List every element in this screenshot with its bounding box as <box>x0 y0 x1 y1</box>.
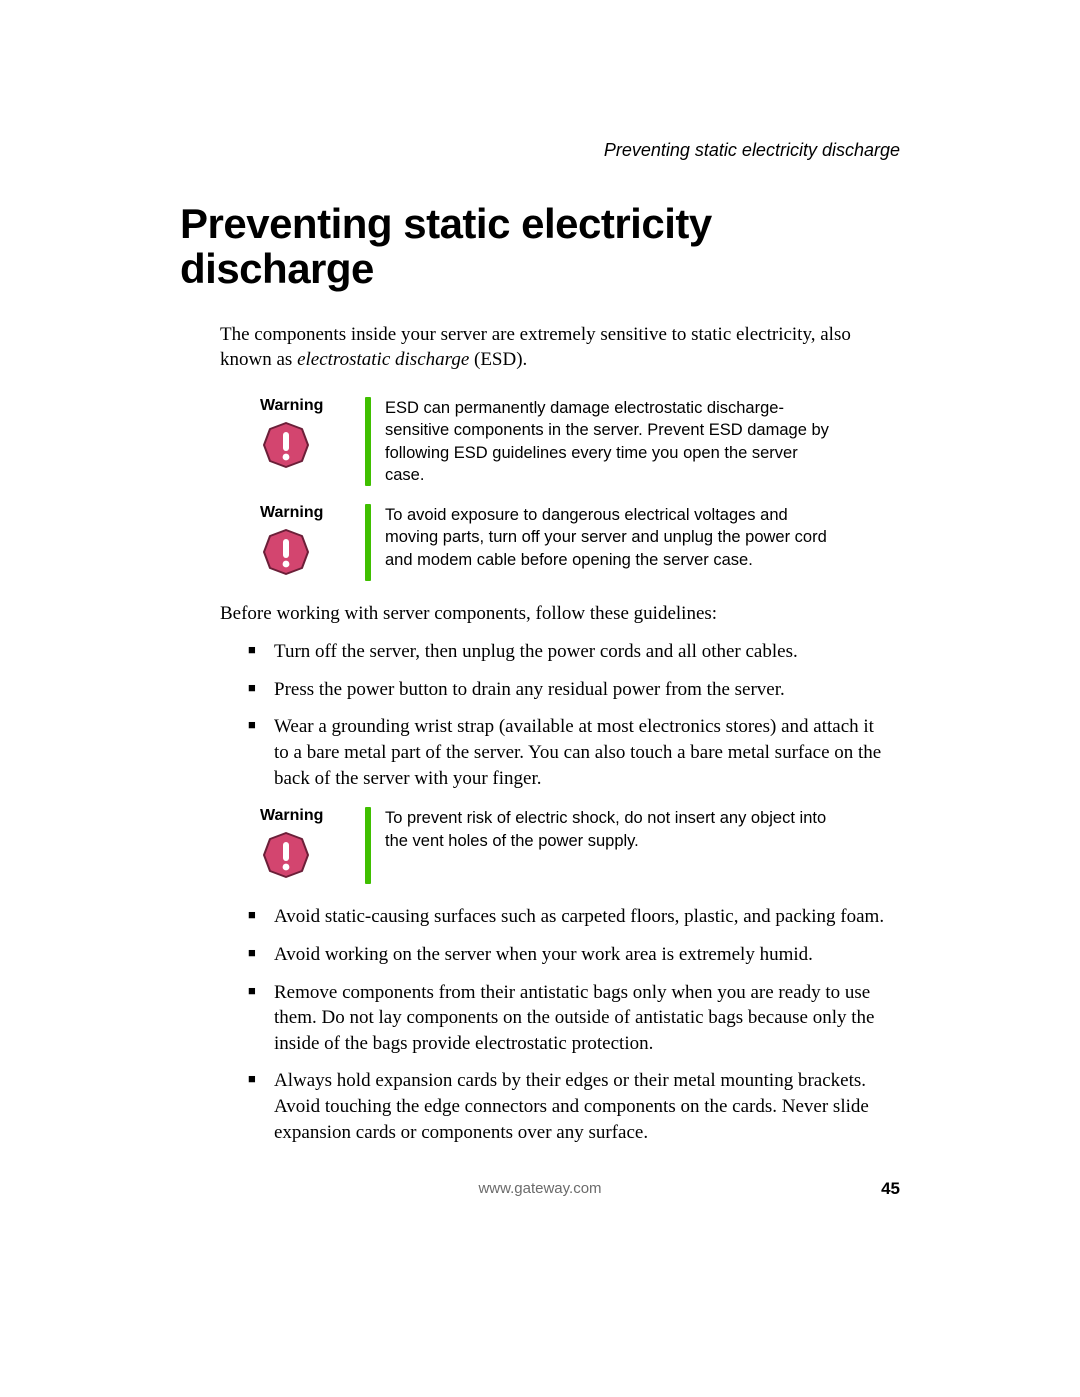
bullet-list-a: Turn off the server, then unplug the pow… <box>248 639 900 791</box>
page-title: Preventing static electricity discharge <box>180 201 900 292</box>
page-number: 45 <box>881 1179 900 1199</box>
guidelines-lead: Before working with server components, f… <box>220 603 900 625</box>
warning-icon <box>262 831 310 879</box>
warning-icon-wrap <box>262 528 310 581</box>
list-item: Turn off the server, then unplug the pow… <box>248 639 890 665</box>
warning-icon <box>262 421 310 469</box>
list-item: Avoid static-causing surfaces such as ca… <box>248 904 890 930</box>
page-content: Preventing static electricity discharge … <box>180 140 900 1157</box>
warning-callout: Warning To avoid exposure to dangerous e… <box>260 504 900 581</box>
warning-label: Warning <box>260 807 323 825</box>
warning-callout: Warning ESD can permanently damage elect… <box>260 397 900 486</box>
callout-left: Warning <box>260 397 365 474</box>
footer-url: www.gateway.com <box>478 1180 601 1197</box>
warning-text: ESD can permanently damage electrostatic… <box>385 397 900 486</box>
callout-bar <box>365 807 371 884</box>
callout-bar <box>365 397 371 486</box>
list-item: Wear a grounding wrist strap (available … <box>248 714 890 791</box>
warning-label: Warning <box>260 504 323 522</box>
list-item: Press the power button to drain any resi… <box>248 677 890 703</box>
warning-callout: Warning To prevent risk of electric shoc… <box>260 807 900 884</box>
warning-icon <box>262 528 310 576</box>
callout-left: Warning <box>260 504 365 581</box>
intro-post: (ESD). <box>469 349 527 370</box>
warning-label: Warning <box>260 397 323 415</box>
running-head: Preventing static electricity discharge <box>180 140 900 161</box>
warning-icon-wrap <box>262 421 310 474</box>
page-footer: www.gateway.com 45 <box>180 1180 900 1197</box>
warning-text: To avoid exposure to dangerous electrica… <box>385 504 900 571</box>
intro-italic: electrostatic discharge <box>297 349 469 370</box>
callout-bar <box>365 504 371 581</box>
list-item: Always hold expansion cards by their edg… <box>248 1068 890 1145</box>
warning-text: To prevent risk of electric shock, do no… <box>385 807 900 852</box>
warning-icon-wrap <box>262 831 310 884</box>
list-item: Avoid working on the server when your wo… <box>248 942 890 968</box>
callout-left: Warning <box>260 807 365 884</box>
bullet-list-b: Avoid static-causing surfaces such as ca… <box>248 904 900 1145</box>
list-item: Remove components from their antistatic … <box>248 980 890 1057</box>
intro-paragraph: The components inside your server are ex… <box>220 322 900 373</box>
